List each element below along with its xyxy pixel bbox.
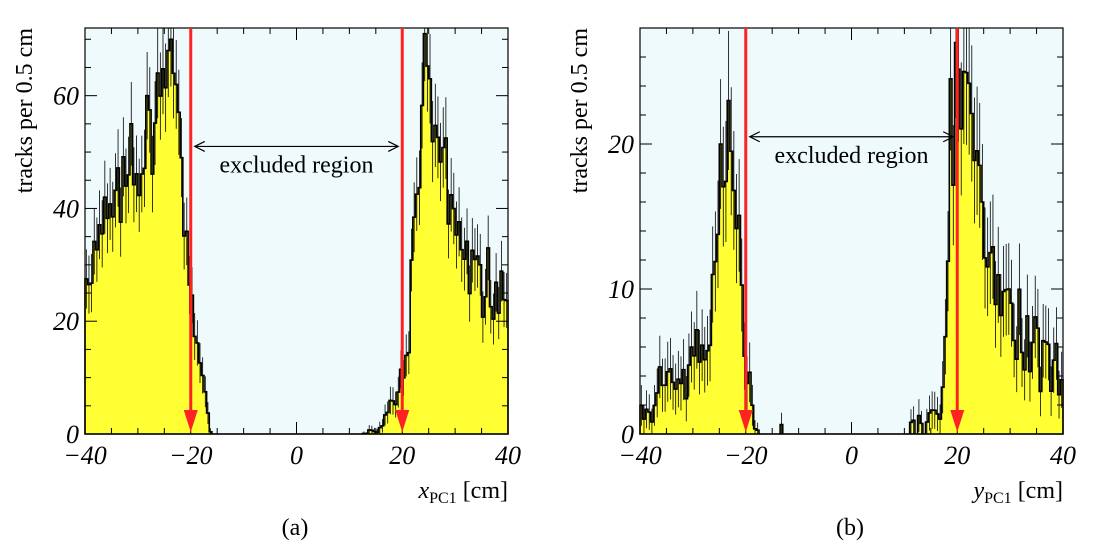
error-bars <box>85 28 508 435</box>
cut-arrowhead <box>738 410 753 432</box>
excluded-region-arrow <box>193 140 400 152</box>
x-axis-title-sub: PC1 <box>429 490 457 507</box>
chart-b: −40 −20 0 20 40 0 10 20 tracks per 0.5 cm yPC1 [c… <box>567 27 1076 541</box>
x-axis-title: yPC1 [cm] <box>971 478 1063 507</box>
panel-caption: (a) <box>282 515 309 541</box>
x-tick-label: 40 <box>1050 441 1076 470</box>
panel-b: −40 −20 0 20 40 0 10 20 tracks per 0.5 cm yPC1 [c… <box>555 0 1110 550</box>
y-tick-label: 40 <box>53 194 79 223</box>
y-tick-label: 60 <box>53 82 79 111</box>
x-tick-label: 0 <box>845 441 858 470</box>
arrow-head-right <box>942 131 955 143</box>
y-axis-title: tracks per 0.5 cm <box>567 28 593 194</box>
x-tick-label: 0 <box>290 441 303 470</box>
cut-arrowhead <box>950 410 965 432</box>
y-tick-label: 10 <box>608 275 634 304</box>
cut-lines <box>738 28 965 432</box>
y-tick-label: 0 <box>621 420 634 449</box>
excluded-region-label: excluded region <box>220 152 374 178</box>
y-tick-label: 20 <box>53 307 79 336</box>
panel-caption: (b) <box>836 515 864 541</box>
y-tick-label: 20 <box>608 130 634 159</box>
y-axis-title: tracks per 0.5 cm <box>12 28 38 194</box>
x-axis-title-unit: [cm] <box>1012 478 1063 504</box>
x-tick-label: −40 <box>63 441 107 470</box>
error-bars <box>640 28 1063 434</box>
x-tick-label: 40 <box>495 441 521 470</box>
x-axis-title-main: x <box>417 478 429 504</box>
cut-arrowhead <box>183 410 198 432</box>
arrow-head-left <box>748 131 761 143</box>
x-tick-label: 20 <box>389 441 415 470</box>
y-tick-label: 0 <box>66 420 79 449</box>
chart-a: −40 −20 0 20 40 0 20 40 60 tracks per 0.5 cm xPC1 … <box>12 27 521 541</box>
x-axis-title-unit: [cm] <box>457 478 508 504</box>
x-axis-title: xPC1 [cm] <box>417 478 508 507</box>
x-axis-title-sub: PC1 <box>984 490 1012 507</box>
cut-lines <box>183 28 410 432</box>
x-tick-label: 20 <box>944 441 970 470</box>
x-tick-label: −20 <box>169 441 213 470</box>
excluded-region-label: excluded region <box>775 143 929 169</box>
x-tick-label: −40 <box>618 441 662 470</box>
excluded-region-arrow <box>748 131 955 143</box>
cut-arrowhead <box>395 410 410 432</box>
x-axis-title-main: y <box>971 478 984 504</box>
arrow-head-right <box>387 140 400 152</box>
arrow-head-left <box>193 140 206 152</box>
panel-a: −40 −20 0 20 40 0 20 40 60 tracks per 0.5 cm xPC1 … <box>0 0 555 550</box>
x-tick-label: −20 <box>724 441 768 470</box>
